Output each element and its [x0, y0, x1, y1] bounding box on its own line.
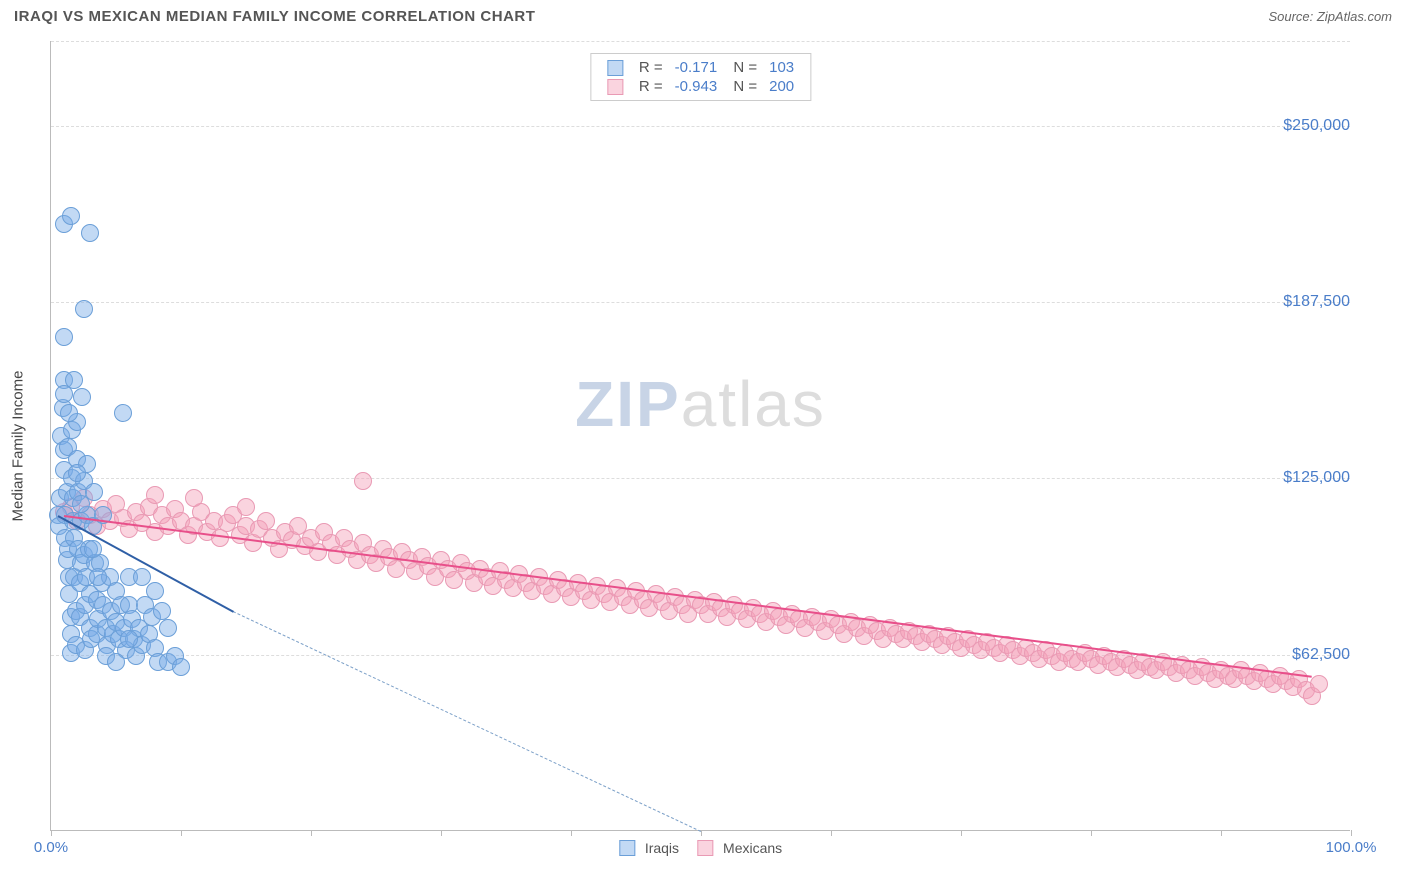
- point-iraqis: [60, 404, 78, 422]
- swatch-mexicans: [697, 840, 713, 856]
- y-tick-label: $187,500: [1283, 293, 1352, 311]
- point-iraqis: [114, 404, 132, 422]
- x-tick: [441, 830, 442, 836]
- swatch-iraqis: [607, 60, 623, 76]
- trendline-mexicans: [64, 515, 1312, 678]
- x-tick-label: 0.0%: [34, 839, 68, 856]
- r-label: R =: [633, 58, 669, 77]
- point-mexicans: [1310, 675, 1328, 693]
- x-tick: [311, 830, 312, 836]
- chart-source: Source: ZipAtlas.com: [1268, 9, 1392, 24]
- legend-row-iraqis: R = -0.171 N = 103: [601, 58, 800, 77]
- point-iraqis: [75, 300, 93, 318]
- swatch-mexicans: [607, 79, 623, 95]
- legend-label-mexicans: Mexicans: [723, 840, 782, 856]
- x-tick: [961, 830, 962, 836]
- point-iraqis: [146, 582, 164, 600]
- y-tick-label: $62,500: [1292, 646, 1352, 664]
- point-mexicans: [237, 498, 255, 516]
- point-mexicans: [257, 512, 275, 530]
- y-tick-label: $125,000: [1283, 469, 1352, 487]
- legend-row-mexicans: R = -0.943 N = 200: [601, 77, 800, 96]
- plot-area: ZIPatlas R = -0.171 N = 103 R = -0.943 N…: [50, 41, 1350, 831]
- legend-correlation: R = -0.171 N = 103 R = -0.943 N = 200: [590, 53, 811, 101]
- x-tick: [1351, 830, 1352, 836]
- point-iraqis: [89, 568, 107, 586]
- gridline-h: [51, 478, 1350, 479]
- n-label: N =: [723, 58, 763, 77]
- watermark-zip: ZIP: [575, 368, 681, 440]
- point-iraqis: [72, 495, 90, 513]
- legend-item-iraqis: Iraqis: [619, 840, 679, 856]
- x-tick: [571, 830, 572, 836]
- point-mexicans: [146, 486, 164, 504]
- x-tick: [1091, 830, 1092, 836]
- point-iraqis: [73, 388, 91, 406]
- chart-title: IRAQI VS MEXICAN MEDIAN FAMILY INCOME CO…: [14, 8, 535, 25]
- x-tick: [831, 830, 832, 836]
- point-iraqis: [65, 371, 83, 389]
- point-iraqis: [81, 224, 99, 242]
- point-iraqis: [62, 207, 80, 225]
- x-tick: [181, 830, 182, 836]
- point-iraqis: [68, 464, 86, 482]
- point-iraqis: [153, 602, 171, 620]
- r-label: R =: [633, 77, 669, 96]
- n-label: N =: [723, 77, 763, 96]
- point-iraqis: [120, 630, 138, 648]
- point-iraqis: [55, 328, 73, 346]
- watermark-atlas: atlas: [681, 368, 826, 440]
- y-tick-label: $250,000: [1283, 117, 1352, 135]
- x-tick: [51, 830, 52, 836]
- point-iraqis: [172, 658, 190, 676]
- point-iraqis: [84, 540, 102, 558]
- n-value-iraqis: 103: [763, 58, 800, 77]
- legend-bottom: Iraqis Mexicans: [619, 840, 782, 856]
- watermark: ZIPatlas: [575, 367, 826, 441]
- point-mexicans: [185, 489, 203, 507]
- swatch-iraqis: [619, 840, 635, 856]
- chart-header: IRAQI VS MEXICAN MEDIAN FAMILY INCOME CO…: [0, 0, 1406, 31]
- gridline-h: [51, 41, 1350, 42]
- chart-container: Median Family Income ZIPatlas R = -0.171…: [0, 31, 1406, 861]
- r-value-iraqis: -0.171: [669, 58, 724, 77]
- y-axis-title: Median Family Income: [10, 371, 27, 522]
- point-iraqis: [107, 653, 125, 671]
- x-tick: [1221, 830, 1222, 836]
- gridline-h: [51, 126, 1350, 127]
- trendline-iraqis-dash: [233, 611, 701, 832]
- legend-label-iraqis: Iraqis: [645, 840, 679, 856]
- legend-item-mexicans: Mexicans: [697, 840, 782, 856]
- gridline-h: [51, 302, 1350, 303]
- point-mexicans: [354, 472, 372, 490]
- x-tick-label: 100.0%: [1326, 839, 1377, 856]
- point-iraqis: [159, 619, 177, 637]
- n-value-mexicans: 200: [763, 77, 800, 96]
- r-value-mexicans: -0.943: [669, 77, 724, 96]
